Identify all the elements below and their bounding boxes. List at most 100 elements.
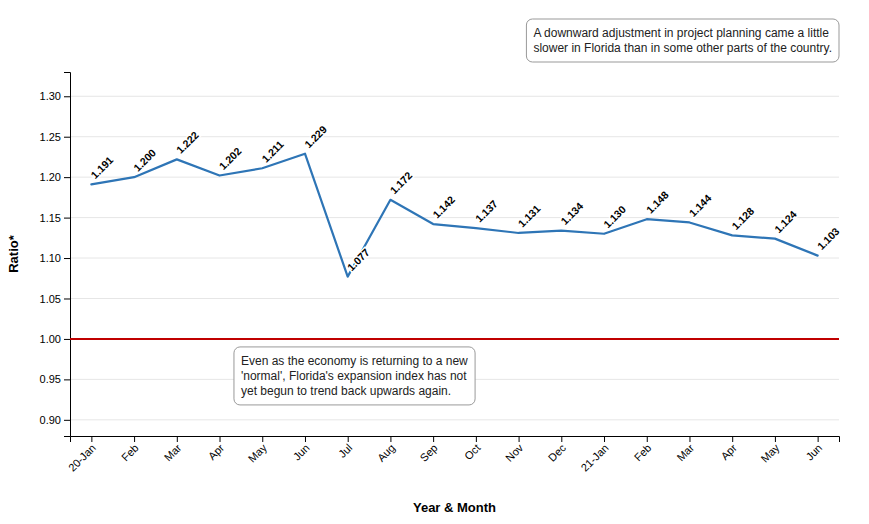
y-tick-mark — [64, 420, 70, 421]
annotation-box — [234, 347, 475, 405]
x-tick-mark — [91, 436, 92, 442]
y-tick: 0.90 — [40, 414, 70, 426]
y-tick-label: 1.15 — [40, 212, 61, 224]
chart: 0.90 0.95 1.00 1.05 1.10 1.15 1.20 1.25 1.30 20-J… — [0, 0, 869, 524]
y-tick-mark — [64, 218, 70, 219]
x-tick-label: Sep — [418, 442, 440, 464]
x-axis-title: Year & Month — [413, 500, 496, 515]
y-axis: 0.90 0.95 1.00 1.05 1.10 1.15 1.20 1.25 1.30 — [40, 73, 71, 437]
data-label: 1.128 — [729, 205, 756, 232]
x-tick-mark — [433, 436, 434, 442]
grid — [70, 96, 839, 420]
x-tick-mark — [220, 436, 221, 442]
y-tick: 1.10 — [40, 252, 70, 264]
y-tick-mark — [64, 298, 70, 299]
y-tick-label: 1.30 — [40, 90, 61, 102]
x-tick: Sep — [418, 436, 440, 464]
y-tick-label: 1.05 — [40, 293, 61, 305]
x-tick-label: Aug — [375, 442, 397, 464]
y-tick-label: 0.90 — [40, 414, 61, 426]
x-tick: Apr — [206, 436, 227, 462]
x-tick: Apr — [718, 436, 739, 462]
data-label: 1.222 — [174, 129, 201, 156]
data-label: 1.172 — [387, 169, 414, 196]
y-tick-label: 1.25 — [40, 131, 61, 143]
x-tick: Mar — [162, 436, 184, 463]
x-tick-mark — [561, 436, 562, 442]
grid-line — [70, 338, 839, 339]
x-tick: 20-Jan — [66, 436, 98, 474]
y-tick: 1.00 — [40, 333, 70, 345]
data-label: 1.191 — [88, 154, 115, 181]
x-tick-label: Feb — [632, 442, 654, 464]
data-label: 1.124 — [772, 208, 799, 235]
x-tick-mark — [647, 436, 648, 442]
x-tick-mark — [348, 436, 349, 442]
x-tick-label: Apr — [206, 441, 227, 462]
grid-line — [70, 419, 839, 420]
x-axis-line — [71, 437, 840, 443]
y-tick-label: 1.20 — [40, 171, 61, 183]
data-label: 1.142 — [430, 193, 457, 220]
x-tick-mark — [604, 436, 605, 442]
x-tick-mark — [818, 436, 819, 442]
y-tick: 1.25 — [40, 131, 70, 143]
y-tick-label: 0.95 — [40, 373, 61, 385]
grid-line — [70, 258, 839, 259]
y-tick: 0.95 — [40, 373, 70, 385]
x-tick: May — [758, 436, 782, 465]
grid-line — [70, 217, 839, 218]
x-axis: 20-JanFebMarAprMayJunJulAugSepOctNovDec2… — [66, 436, 840, 474]
data-label: 1.131 — [516, 202, 543, 229]
y-tick: 1.30 — [40, 90, 70, 102]
grid-line — [70, 96, 839, 97]
data-label: 1.134 — [558, 200, 585, 227]
x-tick: Jun — [803, 436, 824, 463]
x-tick-label: Mar — [162, 441, 184, 463]
grid-line — [70, 298, 839, 299]
x-tick: Feb — [119, 436, 141, 463]
data-labels: 1.1911.2001.2221.2021.2111.2291.0771.172… — [88, 123, 841, 273]
data-label: 1.202 — [216, 145, 243, 172]
x-tick-mark — [262, 436, 263, 442]
data-label: 1.137 — [473, 197, 500, 224]
data-label: 1.211 — [259, 138, 286, 165]
x-tick-label: Oct — [462, 442, 483, 463]
annotation: Even as the economy is returning to a ne… — [234, 347, 475, 405]
x-tick-label: 20-Jan — [66, 442, 98, 474]
y-tick-mark — [64, 137, 70, 138]
data-label: 1.144 — [686, 192, 713, 219]
x-tick-mark — [732, 436, 733, 442]
x-tick-label: May — [246, 441, 270, 465]
x-tick-mark — [519, 436, 520, 442]
annotation-box — [526, 19, 839, 62]
y-axis-line — [64, 73, 71, 437]
y-tick: 1.20 — [40, 171, 70, 183]
x-tick-label: May — [758, 441, 782, 465]
x-tick-mark — [134, 436, 135, 442]
x-tick-label: Jun — [803, 442, 824, 463]
x-tick-label: Mar — [674, 441, 696, 463]
x-tick-label: 21-Jan — [578, 442, 610, 474]
plot: 0.90 0.95 1.00 1.05 1.10 1.15 1.20 1.25 1.30 20-J… — [40, 19, 842, 474]
y-tick-label: 1.00 — [40, 333, 61, 345]
x-tick-mark — [689, 436, 690, 442]
data-label: 1.200 — [131, 146, 158, 173]
y-tick: 1.15 — [40, 212, 70, 224]
x-tick-label: Jun — [291, 442, 312, 463]
marks — [70, 154, 839, 339]
data-label: 1.103 — [815, 225, 842, 252]
x-tick-mark — [177, 436, 178, 442]
x-tick: Mar — [674, 436, 696, 463]
y-tick-label: 1.10 — [40, 252, 61, 264]
grid-line — [70, 177, 839, 178]
y-axis-title: Ratio* — [6, 234, 21, 273]
x-tick: May — [246, 436, 270, 465]
y-tick-mark — [64, 177, 70, 178]
x-tick-mark — [476, 436, 477, 442]
x-tick-label: Dec — [546, 441, 569, 464]
x-tick-mark — [390, 436, 391, 442]
x-tick-label: Nov — [503, 441, 526, 464]
data-label: 1.229 — [302, 123, 329, 150]
x-tick: Jun — [291, 436, 312, 463]
